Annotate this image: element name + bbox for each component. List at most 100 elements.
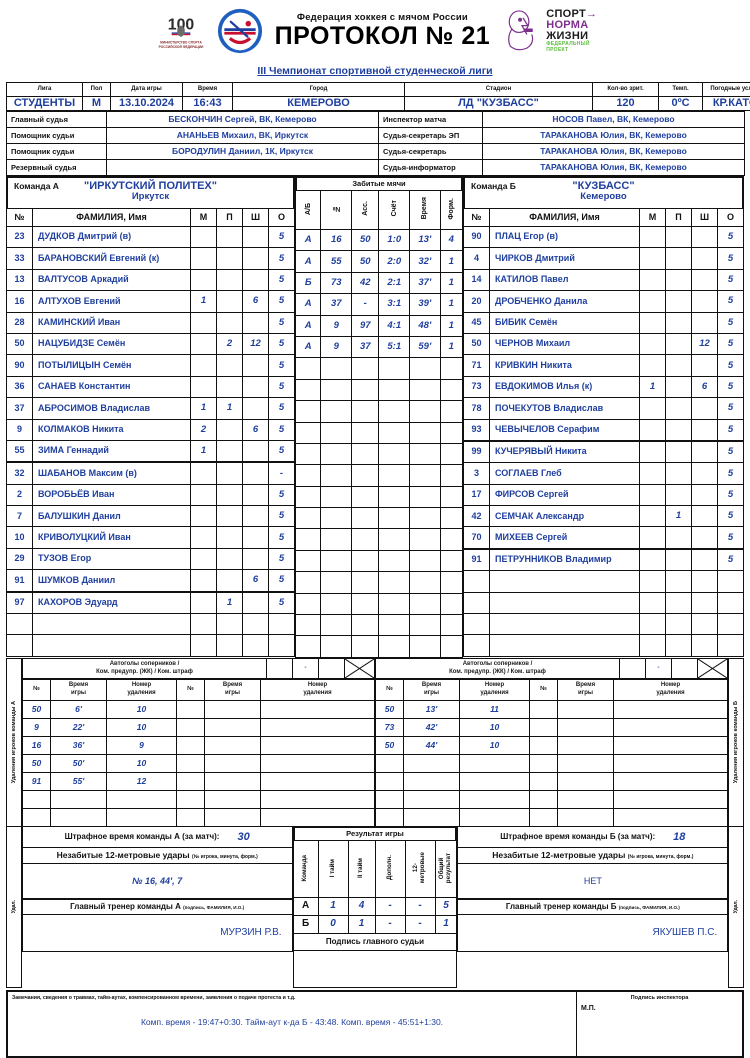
player-name (489, 591, 640, 615)
info-col-date: Дата игры (110, 82, 183, 97)
info-val-time: 16:43 (182, 96, 233, 111)
table-row[interactable] (294, 549, 464, 573)
penalty-player-number-2 (529, 699, 558, 719)
table-row[interactable]: 20 ДРОБЧЕНКО Данила 5 (463, 290, 744, 313)
table-row[interactable] (463, 634, 744, 657)
table-row[interactable] (294, 357, 464, 380)
table-row[interactable] (375, 771, 728, 791)
table-row[interactable]: 70 МИХЕЕВ Сергей 5 (463, 526, 744, 550)
table-row[interactable]: 10 КРИВОЛУЦКИЙ Иван 5 (6, 526, 295, 549)
table-row[interactable]: А 16 50 1:0 13' 4 (294, 228, 464, 252)
table-row[interactable]: 37 АБРОСИМОВ Владислав 1 1 5 (6, 397, 295, 420)
table-row[interactable] (294, 528, 464, 551)
player-rating: 5 (268, 311, 295, 334)
table-row[interactable]: 99 КУЧЕРЯВЫЙ Никита 5 (463, 439, 744, 464)
table-row[interactable]: Б 73 42 2:1 37' 1 (294, 271, 464, 295)
table-row[interactable]: А 9 37 5:1 59' 1 (294, 335, 464, 359)
table-row[interactable]: 33 БАРАНОВСКИЙ Евгений (к) 5 (6, 247, 295, 270)
table-row[interactable]: 97 КАХОРОВ Эдуард 1 5 (6, 590, 295, 615)
table-row[interactable]: 14 КАТИЛОВ Павел 5 (463, 268, 744, 292)
player-number (463, 570, 490, 593)
table-row[interactable] (463, 613, 744, 636)
table-row[interactable] (6, 634, 295, 657)
table-row[interactable]: 7 БАЛУШКИН Данил 5 (6, 505, 295, 528)
table-row[interactable]: 42 СЕМЧАК Александр 1 5 (463, 505, 744, 528)
table-row[interactable]: 90 ПЛАЦ Егор (в) 5 (463, 225, 744, 249)
table-row[interactable]: 4 ЧИРКОВ Дмитрий 5 (463, 247, 744, 270)
table-row[interactable] (375, 807, 728, 827)
table-row[interactable]: 23 ДУДКОВ Дмитрий (в) 5 (6, 225, 295, 249)
table-row[interactable]: 50 ЧЕРНОВ Михаил 12 5 (463, 332, 744, 356)
table-row[interactable]: 29 ТУЗОВ Егор 5 (6, 547, 295, 571)
table-row[interactable]: 93 ЧЕВЫЧЕЛОВ Серафим 5 (463, 418, 744, 442)
table-row[interactable]: 45 БИБИК Семён 5 (463, 311, 744, 334)
table-row[interactable] (294, 421, 464, 444)
penalty-code-2 (613, 789, 728, 809)
table-row[interactable] (294, 378, 464, 402)
player-name: БИБИК Семён (489, 311, 640, 334)
table-row[interactable] (375, 789, 728, 809)
table-row[interactable]: 50 50' 10 (22, 753, 375, 773)
player-goals (190, 225, 217, 249)
table-row[interactable]: 3 СОГЛАЕВ Глеб 5 (463, 462, 744, 485)
goal-formation (439, 400, 464, 423)
table-row[interactable]: 28 КАМИНСКИЙ Иван 5 (6, 311, 295, 334)
penalty-game-time-2 (557, 735, 614, 755)
table-row[interactable] (375, 753, 728, 773)
table-row[interactable]: 50 13' 11 (375, 699, 728, 719)
table-row[interactable]: 91 ПЕТРУННИКОВ Владимир 5 (463, 547, 744, 572)
table-row[interactable]: 17 ФИРСОВ Сергей 5 (463, 483, 744, 507)
goals-col-score: Счёт (378, 190, 411, 230)
table-row[interactable] (294, 464, 464, 487)
table-row[interactable]: 13 ВАЛТУСОВ Аркадий 5 (6, 268, 295, 292)
table-row[interactable]: А 9 97 4:1 48' 1 (294, 314, 464, 337)
player-rating: 5 (717, 505, 744, 528)
table-row[interactable]: 91 55' 12 (22, 771, 375, 791)
table-row[interactable]: 73 ЕВДОКИМОВ Илья (к) 1 6 5 (463, 375, 744, 399)
table-row[interactable]: 36 САНАЕВ Константин 5 (6, 375, 295, 399)
table-row[interactable]: 50 6' 10 (22, 699, 375, 719)
table-row[interactable]: 55 ЗИМА Геннадий 1 5 (6, 439, 295, 463)
team-a-coach-name: МУРЗИН Р.В. (21, 914, 293, 952)
penalty-code: 10 (106, 753, 177, 773)
table-row[interactable]: 2 ВОРОБЬЁВ Иван 5 (6, 483, 295, 507)
table-row[interactable] (463, 591, 744, 615)
table-row[interactable]: 71 КРИВКИН Никита 5 (463, 354, 744, 377)
table-row[interactable] (463, 570, 744, 593)
player-goals (639, 505, 666, 528)
goals-col-formation: Форм. (439, 190, 464, 230)
pen-col-num-2: № (529, 678, 558, 701)
table-row[interactable]: 91 ШУМКОВ Даниил 6 5 (6, 569, 295, 593)
table-row[interactable] (294, 635, 464, 658)
table-row[interactable]: 50 44' 10 (375, 735, 728, 755)
table-row[interactable] (294, 507, 464, 530)
table-row[interactable]: А 55 50 2:0 32' 1 (294, 250, 464, 273)
penalty-player-number-2 (529, 717, 558, 737)
table-row[interactable]: 50 НАЦУБИДЗЕ Семён 2 12 5 (6, 332, 295, 356)
table-row[interactable] (294, 442, 464, 466)
player-assists (665, 526, 692, 550)
table-row[interactable]: 90 ПОТЫЛИЦЫН Семён 5 (6, 354, 295, 377)
table-row[interactable] (294, 614, 464, 637)
table-row[interactable] (6, 613, 295, 636)
table-row[interactable]: 16 36' 9 (22, 735, 375, 755)
table-row[interactable] (22, 807, 375, 827)
col-goals: М (190, 208, 217, 227)
table-row[interactable] (294, 400, 464, 423)
table-row[interactable]: А 37-3:1 39' 1 (294, 293, 464, 316)
table-row[interactable] (22, 789, 375, 809)
table-row[interactable]: 73 42' 10 (375, 717, 728, 737)
table-row[interactable]: 9 22' 10 (22, 717, 375, 737)
table-row[interactable] (294, 485, 464, 509)
table-row[interactable] (294, 571, 464, 594)
table-row[interactable]: 9 КОЛМАКОВ Никита 2 6 5 (6, 418, 295, 441)
penalty-game-time-2 (204, 717, 261, 737)
goal-score (378, 421, 411, 444)
table-row[interactable]: 32 ШАБАНОВ Максим (в) - (6, 461, 295, 485)
info-val-stadium: ЛД "КУЗБАСС" (404, 96, 593, 111)
penalty-code: 11 (459, 699, 530, 719)
res-col-total: Общий результат (434, 839, 458, 898)
table-row[interactable]: 78 ПОЧЕКУТОВ Владислав 5 (463, 397, 744, 420)
table-row[interactable]: 16 АЛТУХОВ Евгений 1 6 5 (6, 290, 295, 313)
table-row[interactable] (294, 592, 464, 616)
